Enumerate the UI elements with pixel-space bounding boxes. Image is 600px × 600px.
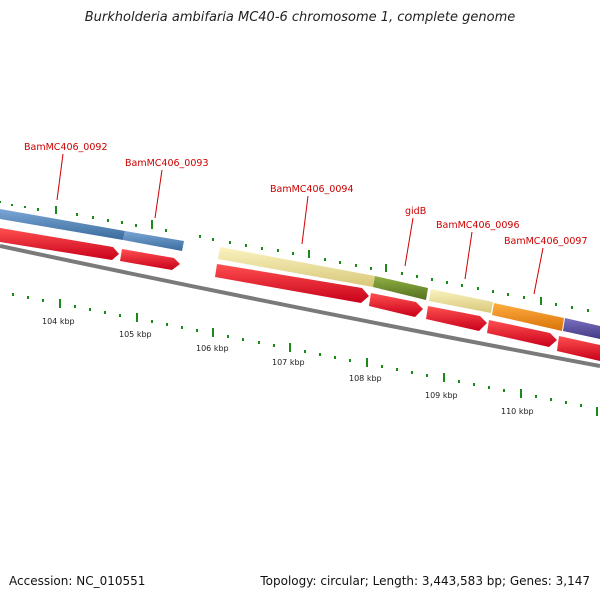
scale-label-104: 104 kbp [42,317,75,326]
gene-bar-0097[interactable] [492,303,564,331]
upper-ticks [0,201,589,312]
cds-arrow-0093[interactable] [120,249,180,270]
gene-label-0092[interactable]: BamMC406_0092 [24,142,107,153]
cds-arrow-next[interactable] [557,336,600,361]
cds-arrow-0094[interactable] [215,264,369,303]
cds-arrow-gidb[interactable] [369,293,423,317]
scale-label-109: 109 kbp [425,391,458,400]
gene-label-0097[interactable]: BamMC406_0097 [504,236,587,247]
cds-arrow-0096[interactable] [426,306,487,331]
scale-label-108: 108 kbp [349,374,382,383]
genome-axis [0,244,600,368]
gene-bar-next[interactable] [563,318,600,339]
gene-label-0094[interactable]: BamMC406_0094 [270,184,353,195]
cds-arrow-0097[interactable] [487,320,557,347]
cds-arrow-0092[interactable] [0,228,119,260]
scale-label-106: 106 kbp [196,344,229,353]
scale-label-110: 110 kbp [501,407,534,416]
gene-bar-0096[interactable] [429,289,493,313]
label-leaders [56,153,544,295]
accession-text: Accession: NC_010551 [9,574,146,588]
scale-label-107: 107 kbp [272,358,305,367]
cds-track [0,228,600,361]
scale-label-105: 105 kbp [119,330,152,339]
gene-track [0,209,600,339]
gene-bar-0092[interactable] [0,209,125,240]
gene-bar-0094[interactable] [218,247,375,287]
lower-ticks [12,293,598,416]
gene-bar-gidb[interactable] [373,276,428,300]
map-title: Burkholderia ambifaria MC40-6 chromosome… [84,10,516,25]
gene-label-0093[interactable]: BamMC406_0093 [125,158,208,169]
gene-label-0096[interactable]: BamMC406_0096 [436,220,519,231]
gene-label-gidb[interactable]: gidB [405,206,426,217]
gene-bar-0093[interactable] [123,231,184,251]
genome-summary-text: Topology: circular; Length: 3,443,583 bp… [260,574,590,588]
